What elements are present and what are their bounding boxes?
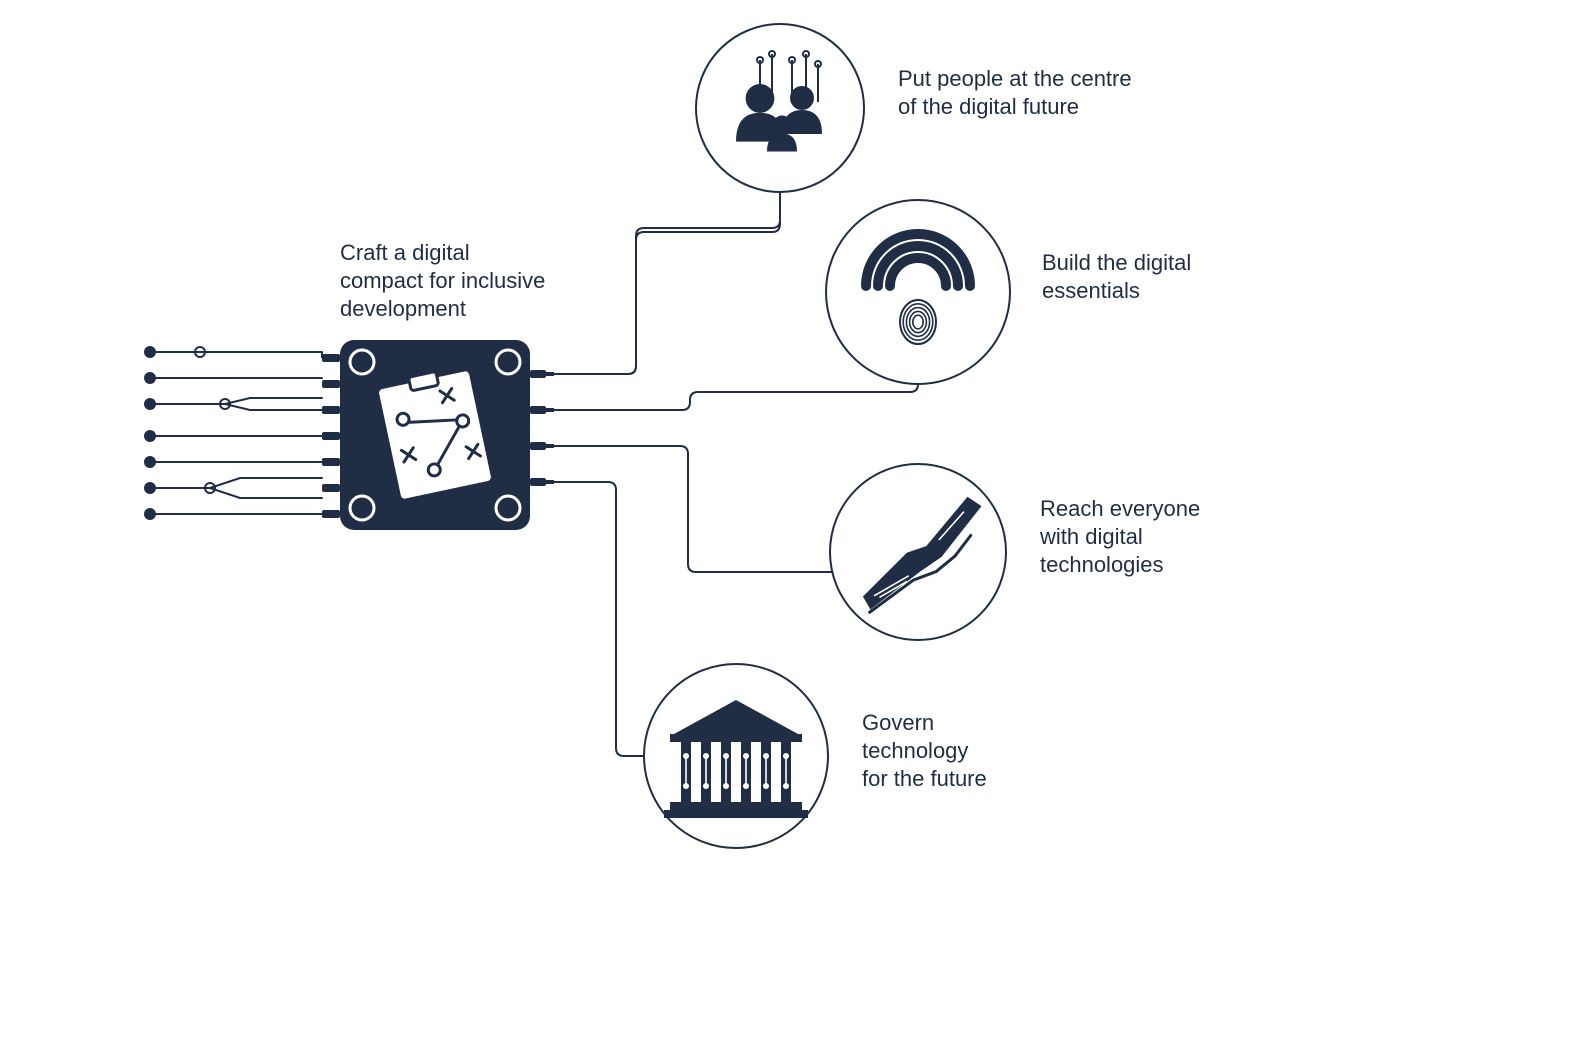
- node-reach-label: Reach everyonewith digitaltechnologies: [1039, 496, 1200, 577]
- connector: [554, 446, 830, 572]
- diagram-canvas: Craft a digitalcompact for inclusivedeve…: [0, 0, 1575, 1052]
- connector: [554, 482, 644, 756]
- node-people: [696, 24, 864, 192]
- node-govern: [644, 664, 828, 848]
- node-reach: [830, 464, 1006, 640]
- connector: [554, 384, 918, 410]
- node-essentials: [826, 200, 1010, 384]
- node-essentials-label: Build the digitalessentials: [1042, 250, 1191, 303]
- node-people-label: Put people at the centreof the digital f…: [898, 66, 1132, 119]
- chip-label: Craft a digitalcompact for inclusivedeve…: [340, 240, 545, 321]
- node-govern-label: Governtechnologyfor the future: [862, 710, 987, 791]
- connector: [554, 192, 780, 374]
- chip-icon: [340, 340, 530, 530]
